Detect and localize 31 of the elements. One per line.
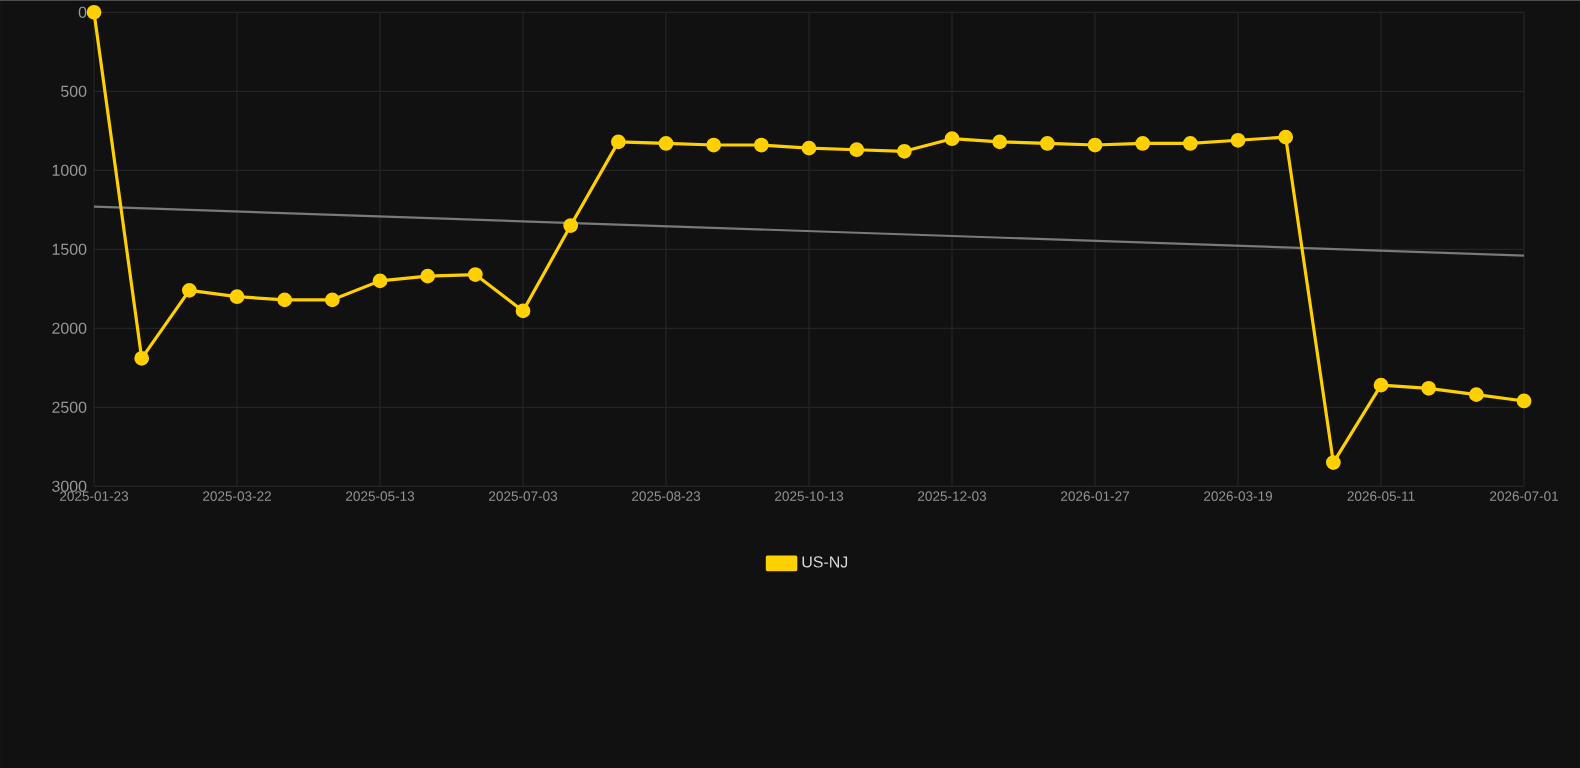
point bbox=[324, 292, 340, 308]
point bbox=[372, 273, 388, 289]
point bbox=[753, 137, 769, 153]
point bbox=[1230, 132, 1246, 148]
point bbox=[515, 303, 531, 319]
point bbox=[1182, 135, 1198, 151]
point bbox=[992, 134, 1008, 150]
point bbox=[181, 282, 197, 298]
point bbox=[277, 292, 293, 308]
point bbox=[1421, 380, 1437, 396]
point bbox=[610, 134, 626, 150]
point bbox=[86, 4, 102, 20]
point bbox=[467, 267, 483, 282]
point bbox=[801, 140, 817, 156]
point bbox=[563, 218, 579, 233]
point bbox=[1135, 135, 1151, 151]
point bbox=[1468, 387, 1484, 402]
point bbox=[896, 143, 912, 159]
point bbox=[1373, 377, 1389, 393]
point bbox=[944, 131, 960, 146]
point bbox=[849, 142, 865, 157]
point bbox=[1278, 129, 1294, 145]
point bbox=[1087, 137, 1103, 153]
point bbox=[1516, 393, 1532, 409]
point bbox=[420, 268, 436, 284]
point bbox=[1039, 135, 1055, 151]
point bbox=[658, 135, 674, 151]
point bbox=[134, 350, 150, 366]
point bbox=[229, 289, 245, 304]
point bbox=[706, 137, 722, 153]
point bbox=[1325, 455, 1341, 470]
